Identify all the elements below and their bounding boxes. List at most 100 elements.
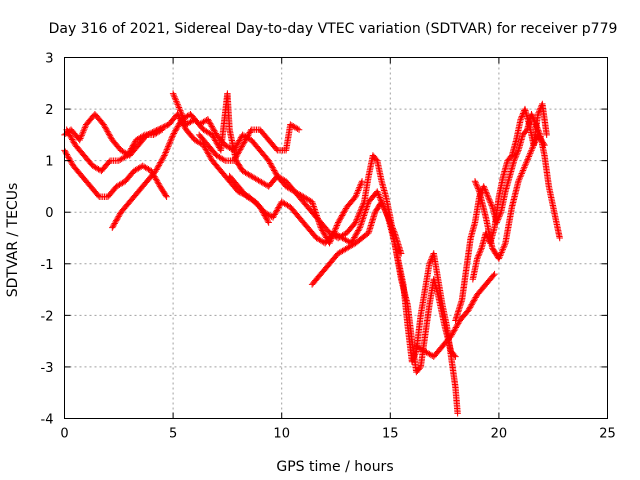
- data-point: [481, 184, 488, 192]
- data-point: [243, 134, 250, 142]
- data-point: [498, 249, 505, 256]
- data-point: [239, 141, 246, 149]
- data-point: [237, 144, 245, 152]
- data-point: [178, 110, 185, 117]
- data-point: [523, 159, 530, 166]
- data-point: [530, 140, 538, 148]
- data-point: [338, 212, 346, 219]
- x-tick-label: 20: [491, 427, 508, 442]
- data-point: [205, 151, 213, 159]
- data-point: [162, 122, 170, 130]
- data-point: [358, 178, 366, 185]
- data-point: [358, 179, 365, 187]
- data-point: [171, 95, 179, 102]
- data-point: [165, 141, 172, 149]
- data-point: [174, 123, 182, 130]
- data-point: [357, 181, 364, 188]
- data-point: [364, 201, 371, 209]
- data-point: [483, 190, 490, 197]
- data-point: [380, 203, 387, 210]
- data-point: [351, 232, 359, 240]
- data-point: [515, 178, 522, 185]
- data-point: [170, 130, 178, 137]
- data-point: [352, 219, 359, 226]
- data-point: [175, 121, 182, 129]
- data-point: [209, 133, 217, 140]
- data-point: [172, 96, 179, 103]
- data-point: [376, 194, 383, 201]
- data-point: [102, 125, 110, 132]
- data-point: [155, 162, 163, 169]
- data-point: [264, 217, 272, 225]
- series-arc-8: [308, 198, 459, 376]
- data-point: [166, 140, 173, 147]
- data-point: [474, 183, 481, 191]
- data-point: [360, 213, 367, 221]
- data-point: [107, 134, 114, 141]
- data-point: [309, 200, 316, 207]
- data-point: [62, 149, 70, 157]
- y-tick-label: -4: [41, 413, 54, 428]
- data-point: [234, 150, 242, 157]
- data-point: [171, 128, 178, 136]
- data-point: [352, 217, 360, 225]
- data-point: [448, 331, 456, 338]
- data-point: [352, 231, 360, 238]
- data-points: [61, 90, 563, 417]
- data-point: [115, 213, 122, 220]
- data-point: [531, 139, 538, 146]
- y-axis-label: SDTVAR / TECUs: [5, 183, 21, 298]
- data-point: [273, 145, 280, 153]
- data-point: [101, 122, 108, 130]
- data-point: [114, 214, 122, 222]
- data-point: [482, 189, 490, 196]
- data-point: [333, 223, 340, 231]
- data-point: [179, 112, 186, 119]
- data-point: [310, 203, 317, 210]
- data-point: [110, 221, 118, 229]
- data-point: [467, 302, 475, 310]
- data-point: [276, 202, 283, 210]
- data-point: [355, 227, 362, 234]
- data-point: [154, 179, 161, 186]
- data-point: [354, 213, 362, 220]
- data-point: [159, 126, 166, 133]
- data-point: [237, 146, 244, 153]
- data-point: [530, 142, 537, 149]
- data-point: [514, 148, 522, 156]
- data-point: [235, 149, 242, 156]
- data-point: [512, 153, 520, 160]
- data-point: [382, 209, 390, 216]
- data-point: [160, 153, 167, 161]
- data-point: [152, 176, 160, 183]
- data-point: [374, 188, 381, 195]
- data-point: [131, 139, 138, 147]
- data-point: [520, 165, 527, 173]
- data-point: [357, 222, 364, 230]
- data-point: [379, 200, 386, 207]
- x-tick-label: 25: [599, 427, 616, 442]
- data-point: [447, 332, 455, 340]
- data-point: [353, 216, 360, 223]
- data-point: [180, 116, 188, 124]
- data-point: [270, 212, 278, 220]
- y-tick-label: 2: [45, 103, 53, 118]
- data-point: [113, 217, 120, 224]
- data-point: [69, 136, 76, 143]
- data-point: [238, 143, 246, 150]
- data-point: [155, 180, 162, 187]
- data-point: [154, 163, 162, 170]
- data-point: [528, 111, 535, 118]
- y-tick-label: 3: [45, 52, 53, 67]
- data-point: [357, 221, 365, 228]
- data-point: [230, 157, 238, 164]
- data-point: [541, 141, 548, 149]
- data-point: [511, 155, 518, 163]
- data-point: [271, 168, 279, 176]
- data-point: [78, 132, 85, 139]
- data-point: [244, 132, 252, 139]
- data-point: [67, 158, 75, 165]
- data-point: [70, 139, 77, 146]
- y-tick-label: -3: [41, 361, 54, 376]
- data-point: [340, 209, 347, 216]
